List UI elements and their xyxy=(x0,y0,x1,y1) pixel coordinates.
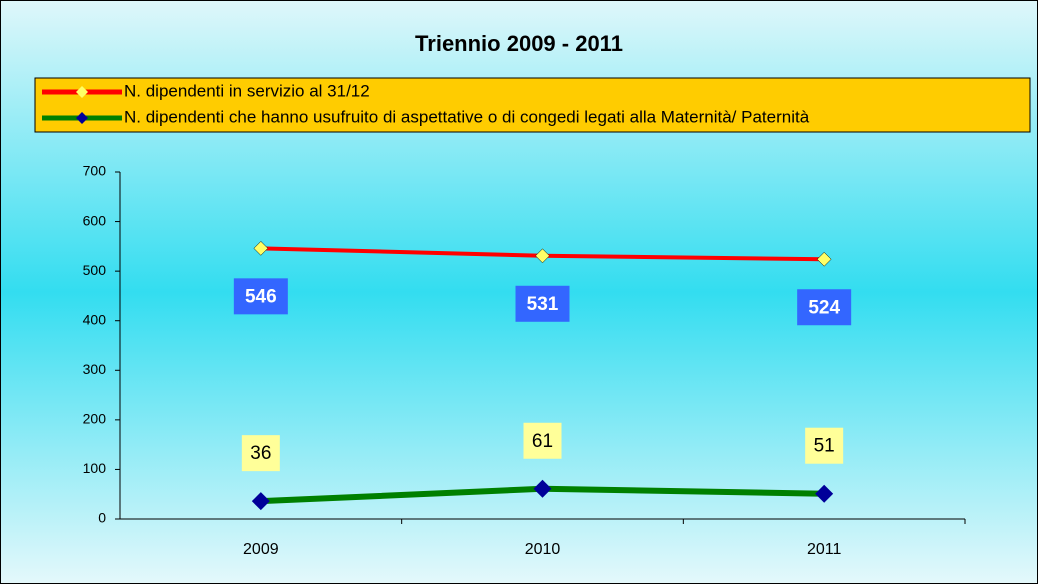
data-label-box xyxy=(523,422,562,459)
y-tick-label: 600 xyxy=(83,212,107,228)
data-label-box xyxy=(233,278,288,315)
marker xyxy=(251,492,270,511)
marker xyxy=(815,484,834,503)
y-tick-label: 400 xyxy=(83,311,107,327)
data-label-box xyxy=(241,435,280,472)
chart-title: Triennio 2009 - 2011 xyxy=(415,31,623,56)
data-label-box xyxy=(805,427,844,464)
y-tick-label: 100 xyxy=(83,460,107,476)
marker xyxy=(816,251,832,267)
y-tick-label: 500 xyxy=(83,262,107,278)
y-tick-label: 200 xyxy=(83,411,107,427)
marker xyxy=(253,240,269,256)
data-label: 524 xyxy=(808,297,840,318)
data-label: 531 xyxy=(527,294,559,315)
legend xyxy=(34,77,1031,133)
legend-label: N. dipendenti che hanno usufruito di asp… xyxy=(124,107,810,126)
y-tick-label: 700 xyxy=(83,163,107,179)
marker xyxy=(533,479,552,498)
x-tick-label: 2010 xyxy=(525,541,561,558)
data-label-box xyxy=(515,285,570,322)
y-tick-label: 300 xyxy=(83,361,107,377)
legend-label: N. dipendenti in servizio al 31/12 xyxy=(124,81,370,100)
legend-marker xyxy=(76,86,88,98)
x-tick-label: 2009 xyxy=(243,541,279,558)
data-label: 51 xyxy=(814,436,835,457)
y-tick-label: 0 xyxy=(98,510,106,526)
data-label: 61 xyxy=(532,431,553,452)
data-label-box xyxy=(797,289,852,326)
data-label: 546 xyxy=(245,286,277,307)
legend-marker xyxy=(76,112,88,124)
data-label: 36 xyxy=(250,443,271,464)
x-tick-label: 2011 xyxy=(807,541,842,558)
marker xyxy=(535,248,550,264)
